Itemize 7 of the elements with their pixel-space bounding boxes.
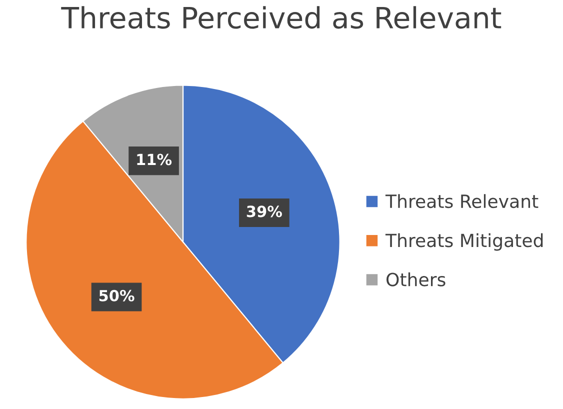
data-label: 50% — [99, 290, 134, 302]
legend-label: Threats Mitigated — [385, 233, 543, 251]
data-label: 39% — [246, 206, 282, 218]
chart-title: Threats Perceived as Relevant — [61, 6, 502, 29]
legend-label: Others — [386, 272, 446, 286]
legend-label: Threats Relevant — [385, 194, 538, 208]
data-label: 11% — [137, 154, 172, 166]
